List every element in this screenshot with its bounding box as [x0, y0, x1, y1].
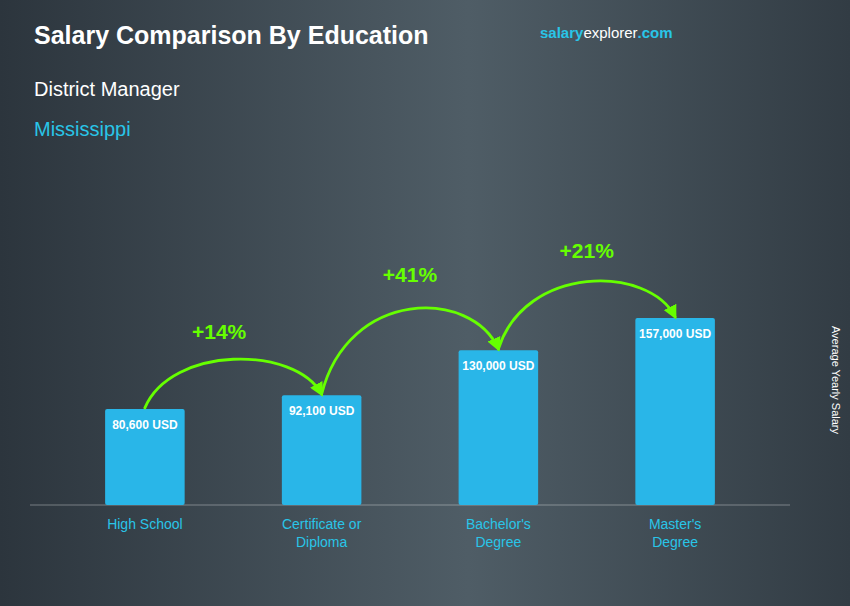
- chart: Salary Comparison By Education salaryexpl…: [0, 0, 850, 606]
- brand-part: salary: [540, 24, 584, 41]
- brand-part: .com: [638, 24, 673, 41]
- bar: [635, 318, 715, 505]
- subtitle: Mississippi: [34, 118, 131, 140]
- data-label: 92,100 USD: [289, 404, 355, 418]
- annotation: +14%: [192, 320, 247, 343]
- annotation: +41%: [383, 263, 438, 286]
- background: [0, 0, 850, 606]
- bar: [105, 409, 185, 505]
- subtitle: District Manager: [34, 78, 180, 100]
- change-arrow: [498, 281, 675, 349]
- change-arrow: [322, 308, 499, 394]
- chart-container: Salary Comparison By Education salaryexpl…: [0, 0, 850, 606]
- bar: [459, 350, 539, 505]
- y-axis-label: Average Yearly Salary: [830, 326, 842, 435]
- x-tick-label: Bachelor'sDegree: [466, 516, 531, 550]
- brand-part: explorer: [583, 24, 637, 41]
- data-label: 130,000 USD: [462, 359, 534, 373]
- bar: [282, 395, 362, 505]
- data-label: 80,600 USD: [112, 418, 178, 432]
- bars: [105, 318, 715, 505]
- annotation: +21%: [560, 239, 615, 262]
- x-tick-label: Master'sDegree: [649, 516, 701, 550]
- x-tick-label: Certificate orDiploma: [282, 516, 362, 550]
- x-tick-label: High School: [107, 516, 183, 532]
- brand: salaryexplorer.com: [540, 24, 673, 41]
- data-label: 157,000 USD: [639, 327, 711, 341]
- title: Salary Comparison By Education: [34, 21, 429, 49]
- change-arrow: [145, 359, 322, 408]
